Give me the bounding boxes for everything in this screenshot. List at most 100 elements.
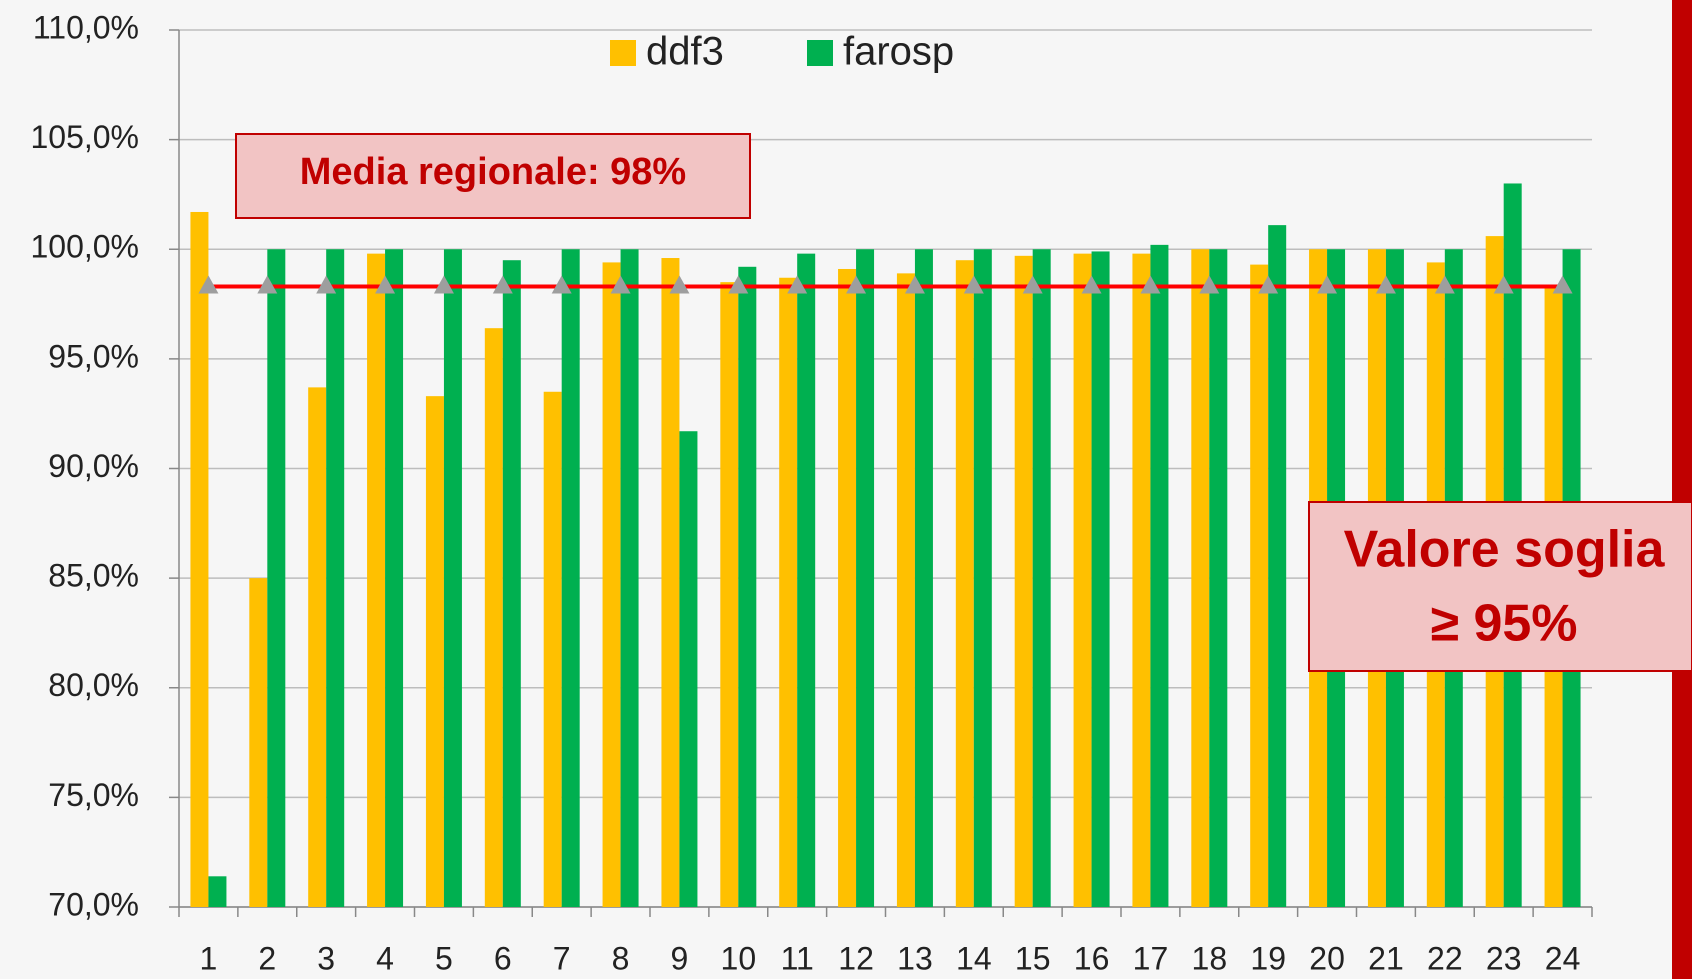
bar [679,431,698,907]
bar [367,253,386,907]
x-tick-label: 22 [1427,940,1463,976]
x-tick-label: 17 [1133,940,1169,976]
y-tick-label: 110,0% [33,9,139,45]
side-band [1672,0,1692,979]
y-tick-label: 75,0% [48,777,139,813]
bar [838,268,857,907]
bar [208,876,227,907]
x-tick-label: 7 [553,940,571,976]
line-marker [1434,275,1455,294]
x-tick-label: 11 [781,940,814,976]
x-tick-label: 24 [1545,940,1581,976]
bar [779,277,798,907]
line-marker [198,275,219,294]
bar [602,262,621,907]
x-tick-label: 6 [494,940,512,976]
x-tick-label: 10 [721,940,757,976]
y-tick-label: 100,0% [30,229,139,265]
bar [1150,244,1169,908]
bar [1091,251,1110,907]
annotation: Media regionale: 98% [300,151,686,193]
bar [502,260,521,907]
bar [543,391,562,907]
bar [1209,249,1228,907]
bar [1032,249,1051,907]
line-marker [551,275,572,294]
line-marker [375,275,396,294]
bar [1250,264,1269,907]
x-tick-label: 4 [376,940,394,976]
line-marker [1022,275,1043,294]
plot-area: 70,0% 75,0% 80,0% 85,0% 90,0% 95,0% 100,0% 105,… [30,9,1593,976]
bar [1014,255,1033,907]
bar [249,578,268,907]
y-tick-label: 95,0% [48,338,139,374]
line-marker [1140,275,1161,294]
bar [267,249,286,907]
x-tick-label: 20 [1309,940,1345,976]
x-tick-label: 12 [838,940,874,976]
y-tick-label: 80,0% [48,667,139,703]
line-marker [257,275,278,294]
bar [385,249,404,907]
line-marker [963,275,984,294]
y-tick-label: 70,0% [48,886,139,922]
y-tick-label: 105,0% [30,119,139,155]
x-tick-label: 15 [1015,940,1051,976]
x-tick-label: 23 [1486,940,1522,976]
bar [443,249,462,907]
line-marker [787,275,808,294]
x-tick-label: 19 [1250,940,1286,976]
bar [1132,253,1151,907]
line-marker [610,275,631,294]
bar [308,387,327,907]
bar [561,249,580,907]
bar [1268,225,1287,907]
x-tick-label: 18 [1192,940,1228,976]
x-tick-label: 2 [258,940,276,976]
y-tick-label: 85,0% [48,558,139,594]
annotation-box [235,133,751,219]
bar [896,273,915,907]
annotation-box [1308,501,1692,672]
x-tick-label: 8 [612,940,630,976]
legend-label: farosp [843,30,954,74]
line-marker [1375,275,1396,294]
bar [797,253,816,907]
line-marker [1258,275,1279,294]
bar [1073,253,1092,907]
legend-swatch [807,40,833,66]
line-marker [316,275,337,294]
line-marker [669,275,690,294]
bar [484,328,503,907]
annotation: Valore soglia [1344,521,1666,579]
line-marker [1199,275,1220,294]
bar [661,258,680,907]
line-marker [1493,275,1514,294]
bar [326,249,345,907]
line-marker [433,275,454,294]
x-tick-label: 3 [317,940,335,976]
legend-swatch [610,40,636,66]
line-marker [904,275,925,294]
line-marker [492,275,513,294]
x-tick-label: 21 [1368,940,1404,976]
bar [620,249,639,907]
bar [738,266,757,907]
line-marker [728,275,749,294]
x-tick-label: 5 [435,940,453,976]
line-marker [1081,275,1102,294]
bar [914,249,933,907]
line-marker [1317,275,1338,294]
bar [973,249,992,907]
bar [425,396,444,907]
line-marker [846,275,867,294]
line-marker [1552,275,1573,294]
annotation: ≥ 95% [1430,595,1577,653]
bar [1191,249,1210,907]
x-tick-label: 13 [897,940,933,976]
x-tick-label: 1 [200,940,218,976]
bar [856,249,875,907]
x-tick-label: 9 [671,940,689,976]
